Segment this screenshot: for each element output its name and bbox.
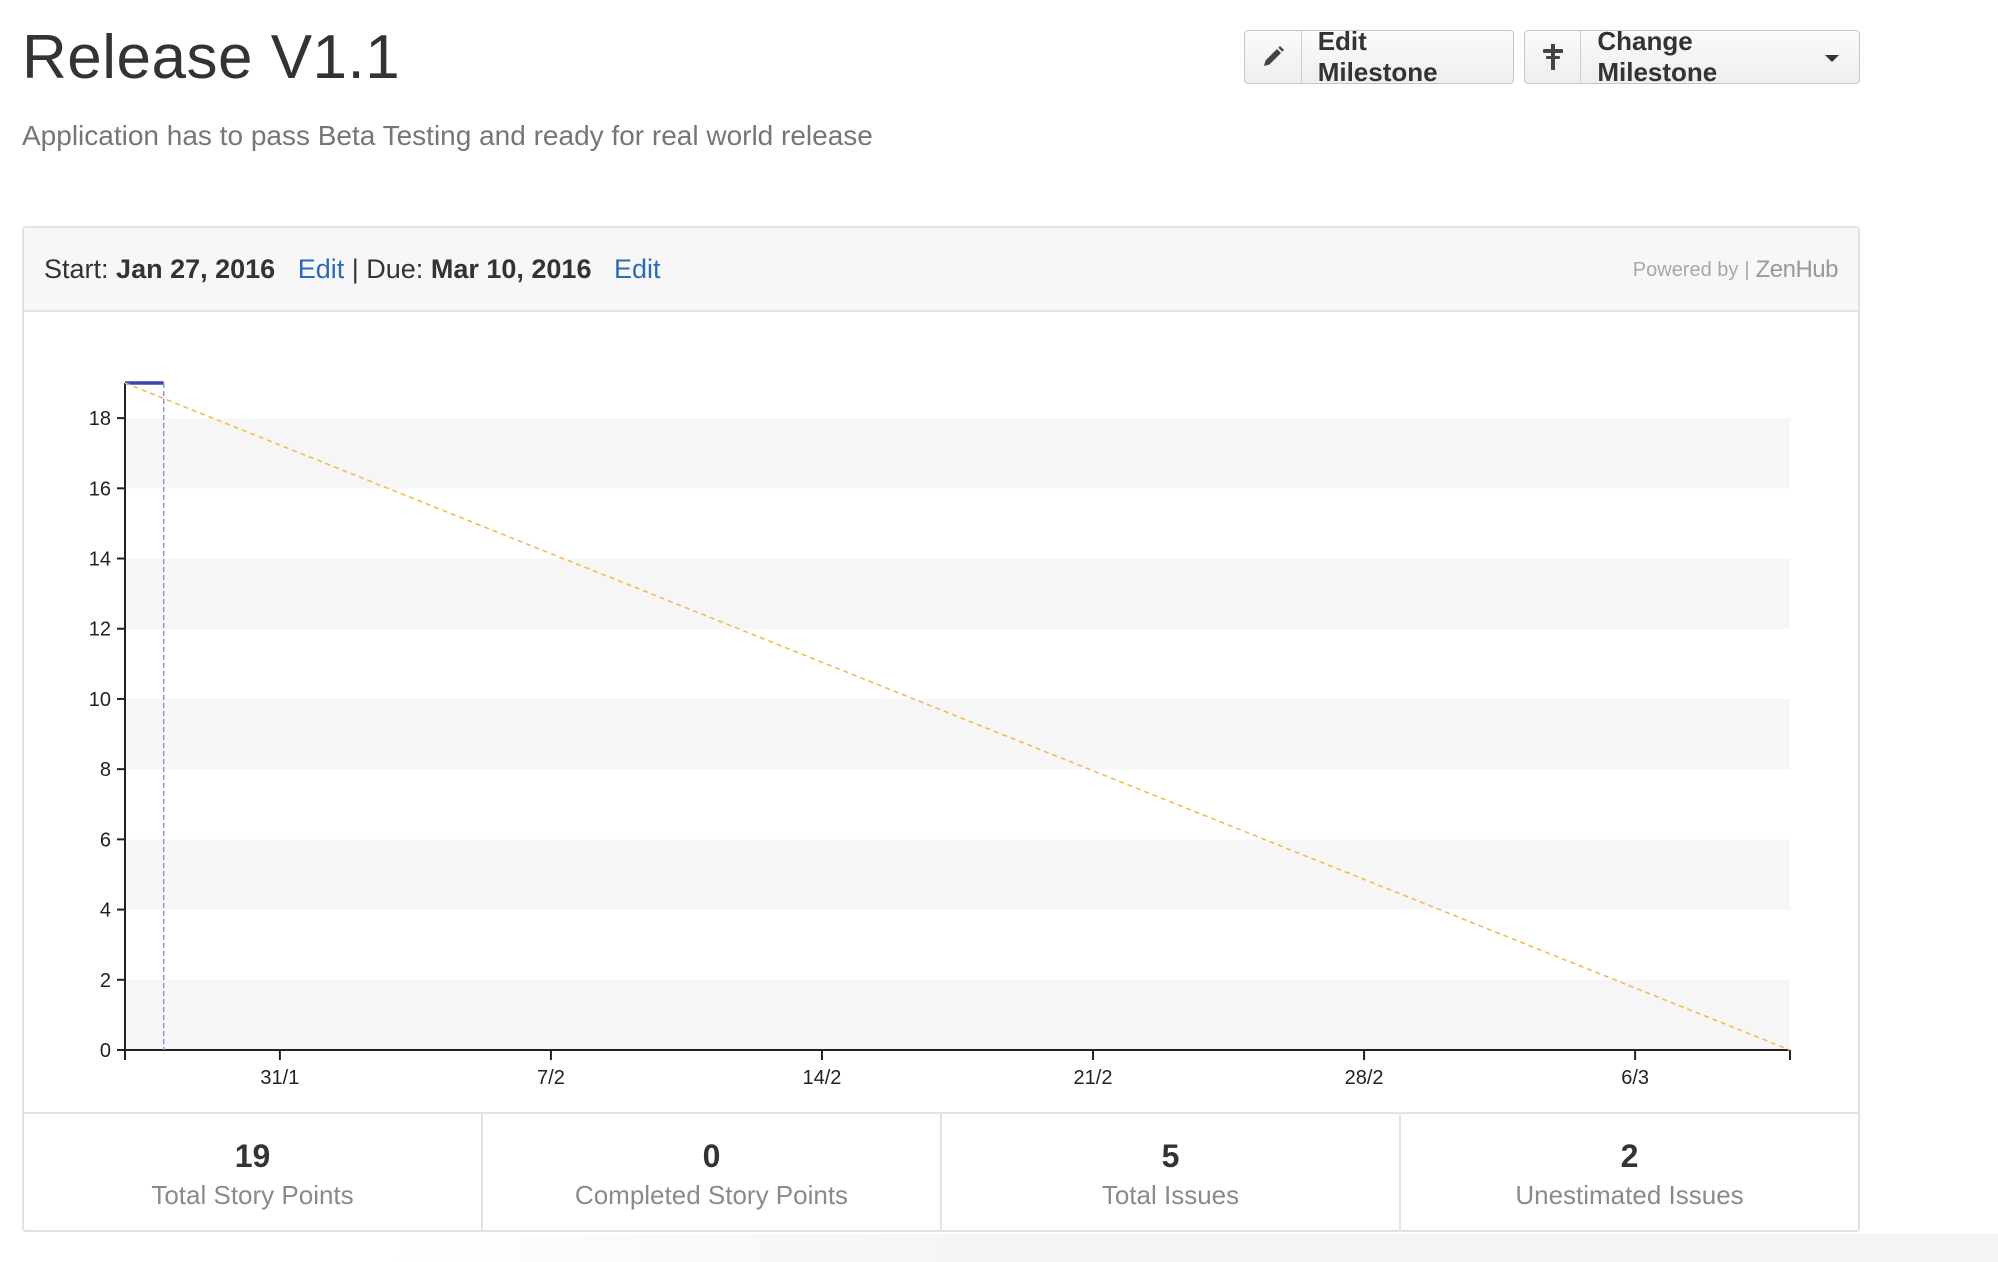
page-footer-shadow (380, 1234, 1998, 1262)
y-tick-label: 0 (100, 1040, 111, 1062)
grid-band (125, 839, 1790, 910)
x-tick-label: 6/3 (1621, 1067, 1649, 1089)
y-tick-label: 2 (100, 970, 111, 992)
stat-label: Unestimated Issues (1515, 1180, 1744, 1210)
milestone-stats: 19 Total Story Points 0 Completed Story … (24, 1112, 1858, 1232)
edit-milestone-button[interactable]: Edit Milestone (1244, 26, 1514, 87)
caret-down-icon (1825, 54, 1839, 62)
y-tick-label: 4 (100, 900, 111, 922)
burndown-chart: 0 2 4 6 8 10 12 14 16 18 31/1 7/2 14/2 21/2 28/2 6/3 (89, 381, 1791, 1089)
signpost-icon (1525, 31, 1582, 83)
grid-band (125, 979, 1790, 1050)
y-tick-label: 16 (89, 478, 111, 500)
x-tick-label: 7/2 (537, 1067, 565, 1089)
y-tick-label: 8 (100, 759, 111, 781)
change-milestone-button[interactable]: Change Milestone (1524, 26, 1860, 87)
x-tick-label: 14/2 (803, 1067, 842, 1089)
start-label: Start: (44, 253, 109, 284)
pencil-icon (1245, 31, 1302, 83)
x-tick-label: 31/1 (260, 1067, 299, 1089)
grid-band (125, 418, 1790, 489)
stat-label: Completed Story Points (574, 1180, 849, 1210)
stat-value: 2 (1620, 1138, 1639, 1174)
date-separator: | (351, 253, 359, 284)
zenhub-logo: ZenHub (1755, 256, 1839, 283)
y-tick-label: 6 (100, 829, 111, 851)
y-tick-label: 14 (89, 549, 111, 571)
stat-value: 19 (234, 1138, 271, 1174)
milestone-title: Release V1.1 (22, 23, 401, 92)
milestone-dates: Start: Jan 27, 2016 Edit | Due: Mar 10, … (24, 254, 661, 285)
stat-label: Total Story Points (151, 1180, 354, 1210)
stat-value: 5 (1161, 1138, 1180, 1174)
y-tick-label: 12 (89, 619, 111, 641)
burndown-panel: Start: Jan 27, 2016 Edit | Due: Mar 10, … (22, 226, 1860, 1232)
stat-total-story-points: 19 Total Story Points (24, 1114, 483, 1232)
powered-separator: | (1744, 258, 1750, 281)
due-label: Due: (366, 253, 424, 284)
stat-value: 0 (702, 1138, 721, 1174)
x-tick-label: 21/2 (1074, 1067, 1113, 1089)
milestone-description: Application has to pass Beta Testing and… (22, 120, 873, 151)
stat-completed-story-points: 0 Completed Story Points (483, 1114, 942, 1232)
panel-header: Start: Jan 27, 2016 Edit | Due: Mar 10, … (24, 228, 1858, 312)
grid-band (125, 698, 1790, 770)
due-date: Mar 10, 2016 (430, 253, 592, 284)
edit-due-link[interactable]: Edit (613, 253, 661, 284)
grid-band (125, 558, 1790, 629)
stat-total-issues: 5 Total Issues (942, 1114, 1401, 1232)
start-date: Jan 27, 2016 (116, 253, 276, 284)
edit-milestone-label: Edit Milestone (1317, 26, 1438, 87)
y-tick-label: 18 (89, 408, 111, 430)
x-tick-label: 28/2 (1345, 1067, 1384, 1089)
powered-by-label: Powered by (1632, 258, 1739, 281)
powered-by[interactable]: Powered by | ZenHub (1632, 256, 1839, 284)
y-tick-label: 10 (89, 689, 111, 711)
change-milestone-label: Change Milestone (1581, 26, 1859, 87)
ideal-burndown-line (124, 382, 1791, 1051)
stat-label: Total Issues (1101, 1180, 1240, 1210)
edit-start-link[interactable]: Edit (297, 253, 345, 284)
stat-unestimated-issues: 2 Unestimated Issues (1401, 1114, 1858, 1232)
